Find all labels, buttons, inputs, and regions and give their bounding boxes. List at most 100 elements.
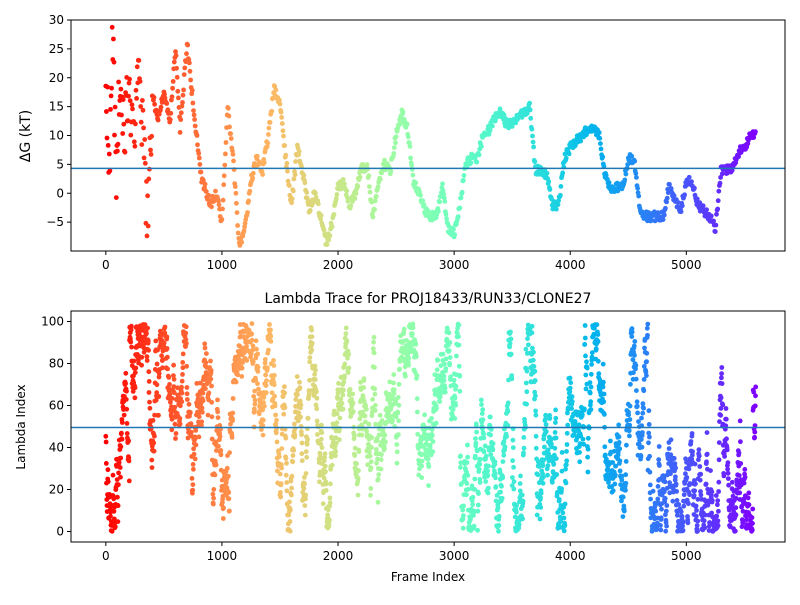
lambda-point [693,481,698,487]
delta-g-point [164,101,170,106]
delta-g-point [189,88,195,93]
delta-g-point [327,233,333,239]
delta-g-point [221,182,227,188]
lambda-point [124,431,130,436]
lambda-point [230,410,236,416]
lambda-point [172,404,178,410]
delta-g-point [136,58,142,63]
lambda-point [460,525,466,531]
lambda-point [266,347,271,353]
lambda-point [635,410,640,416]
delta-g-point [134,96,140,101]
lambda-point [345,355,350,361]
lambda-point [485,473,491,478]
lambda-point [445,326,450,332]
lambda-point [471,523,477,529]
lambda-point [191,451,197,457]
lambda-point [441,378,447,383]
delta-g-point [302,180,308,186]
lambda-point [185,435,191,441]
lambda-point [314,406,320,412]
lambda-point [704,459,709,465]
lambda-point [538,495,543,501]
delta-g-point [115,148,120,154]
lambda-point [569,399,575,404]
lambda-point [109,528,115,534]
delta-g-point [393,140,398,146]
lambda-point [588,407,594,412]
lambda-point [600,361,606,367]
lambda-point [564,430,570,436]
lambda-point [168,399,173,405]
lambda-point [518,473,523,479]
lambda-point [146,369,152,375]
lambda-point [458,460,464,466]
delta-g-point [280,128,286,134]
delta-g-point [459,189,465,195]
lambda-point [369,435,375,440]
lambda-point [464,492,469,498]
lambda-point [478,397,484,403]
lambda-point [670,498,676,504]
delta-g-point [127,98,133,104]
delta-g-point [279,115,285,120]
lambda-point [685,520,691,526]
delta-g-point [266,125,272,131]
lambda-point [298,414,303,420]
lambda-point [500,475,506,481]
lambda-y-tick-label: 0 [56,525,64,539]
lambda-point [519,492,525,498]
delta-g-point [629,153,635,159]
lambda-point [196,414,202,420]
lambda-point [533,412,539,418]
lambda-point [495,505,501,511]
lambda-point [209,383,214,389]
lambda-point [315,432,320,437]
lambda-point [511,479,517,484]
lambda-point [159,353,165,359]
lambda-point [275,468,280,474]
lambda-point [312,363,318,369]
lambda-point [372,386,378,392]
lambda-point [671,455,677,461]
lambda-point [629,334,635,339]
lambda-point [496,528,501,534]
delta-g-point [105,143,111,148]
lambda-point [273,430,279,436]
delta-g-point [230,151,236,157]
lambda-point [206,390,212,396]
lambda-point [639,415,644,421]
lambda-point [485,468,490,474]
lambda-point [126,458,132,464]
lambda-point [674,498,680,503]
lambda-point [612,481,618,487]
lambda-point [430,449,436,455]
lambda-point [601,391,607,397]
lambda-point [124,388,129,394]
lambda-point [371,350,377,356]
lambda-point [334,440,339,446]
delta-g-point [407,144,413,149]
lambda-point [175,385,181,391]
delta-g-point [285,178,291,184]
delta-g-point [344,188,350,194]
lambda-point [490,447,496,453]
delta-g-point [443,212,449,217]
delta-g-point [372,198,378,204]
lambda-point [661,489,667,495]
lambda-point [751,389,757,395]
lambda-point [180,372,185,377]
lambda-point [517,488,523,494]
delta-g-point [265,140,271,146]
delta-g-point [223,140,229,145]
lambda-point [576,422,582,428]
lambda-point [738,439,743,445]
lambda-point [188,429,194,435]
lambda-point [129,323,134,329]
lambda-point [422,412,427,418]
lambda-point [272,403,278,409]
lambda-point [373,447,379,452]
lambda-point [613,463,619,469]
lambda-point [164,334,170,340]
lambda-point [632,352,637,358]
